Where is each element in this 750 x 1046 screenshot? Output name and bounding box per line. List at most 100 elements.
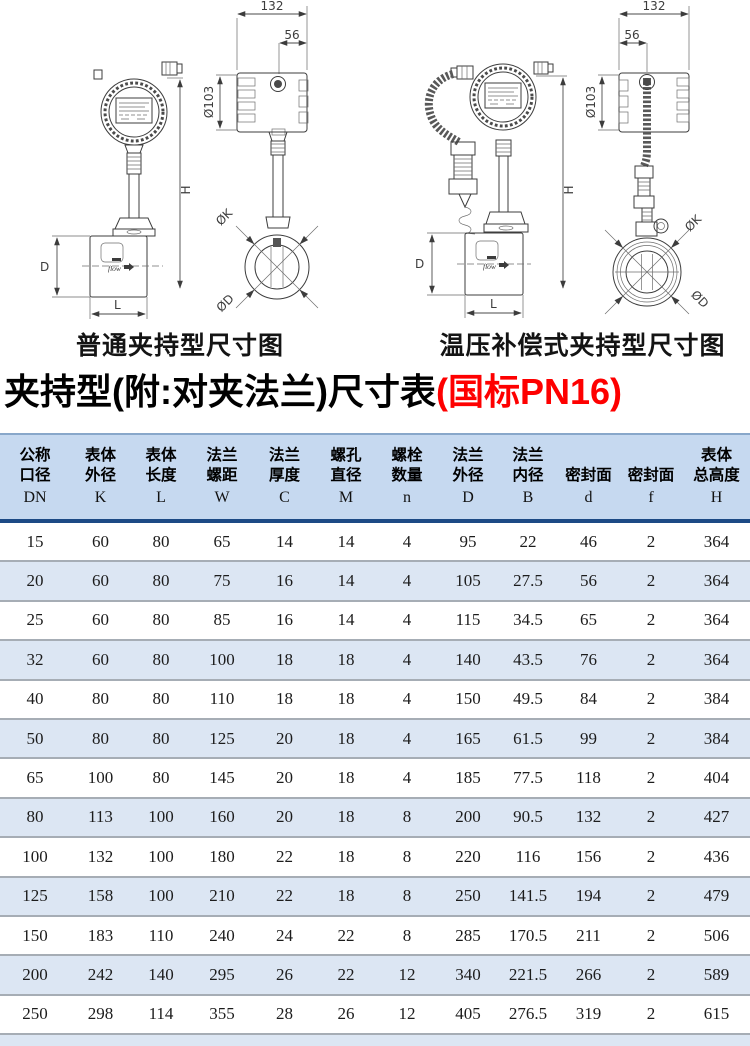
table-cell: 100 [0,836,70,877]
table-row: 25 60 80 85 16 14 4 115 34.5 65 2 364 [0,599,750,641]
table-cell: 32 [0,639,70,680]
table-cell: 65 [0,757,70,798]
flowmeter-side-view-compensated: 132 56 Ø103 [584,0,711,315]
table-cell: 100 [131,836,191,877]
table-cell: 22 [316,954,376,995]
table-row: 150 183 110 240 24 22 8 285 170.5 211 2 506 [0,914,750,956]
flow-label: flow [108,264,121,273]
column-header: 法兰 内径 B [498,433,558,523]
table-cell: 285 [438,914,498,956]
table-cell: 4 [376,599,438,641]
dim-56: 56 [624,28,639,42]
wafer-end-view-compensated: ØK ØD [604,211,711,315]
table-cell: 80 [131,639,191,680]
table-cell: 4 [376,678,438,719]
table-cell: 319 [558,993,619,1035]
probe-spring [458,206,472,235]
table-cell: 141.5 [498,875,558,916]
table-cell: 2 [619,560,683,601]
table-cell: 80 [131,717,191,759]
table-cell: 132 [558,796,619,838]
table-cell: 80 [70,678,131,719]
table-cell: 460 [438,1033,498,1046]
table-cell: 140 [438,639,498,680]
page-title: 夹持型(附:对夹法兰)尺寸表(国标PN16) [4,363,622,415]
dim-L: L [490,297,497,311]
dim-D: D [415,257,424,271]
ordinary-clamp-diagram: flow D L H 132 56 [40,0,319,319]
table-cell: 4 [402,531,412,551]
table-cell: 60 [70,599,131,641]
table-cell: 99 [558,717,619,759]
table-cell: 340 [438,954,498,995]
table-cell: 18 [316,639,376,680]
table-cell: 364 [683,639,750,680]
table-cell: 165 [438,717,498,759]
table-cell: 80 [70,717,131,759]
table-cell: 26 [316,993,376,1035]
table-cell: 84 [558,678,619,719]
right-diagram-caption: 温压补偿式夹持型尺寸图 [439,332,726,360]
table-cell: 61.5 [498,717,558,759]
table-cell: 364 [683,599,750,641]
dimension-table: 公称 口径 DN 表体 外径 K 表体 长度 L 法兰 螺距 W 法兰 厚度 C 螺孔 直径 M 螺栓 数量 n 法兰 外径… [0,433,750,1046]
table-cell: 2 [619,836,683,877]
column-header: 表体 长度 L [131,433,191,523]
table-cell: 16 [253,560,316,601]
table-cell: 2 [619,599,683,641]
table-cell: 276.5 [498,993,558,1035]
table-cell: 2 [619,1033,683,1046]
table-cell: 40 [0,678,70,719]
table-cell: 115 [438,599,498,641]
table-cell: 666 [683,1033,750,1046]
column-header: 表体 总高度 H [683,433,750,523]
table-cell: 221.5 [498,954,558,995]
table-cell: 145 [191,757,253,798]
table-row: 250 298 114 355 28 26 12 405 276.5 319 2 615 [0,993,750,1035]
table-row: 32 60 80 100 18 18 4 140 43.5 76 2 364 [0,639,750,680]
title-standard-highlight: (国标PN16) [435,371,622,412]
compensated-clamp-diagram: flow D L H 132 56 [415,0,711,318]
table-cell: 150 [0,914,70,956]
table-cell: 20 [253,717,316,759]
table-cell: 25 [0,599,70,641]
table-cell: 80 [152,531,170,551]
dim-flange-outer: ØK [213,205,236,228]
table-cell: 18 [316,836,376,877]
table-cell: 118 [558,757,619,798]
table-cell: 60 [92,531,109,551]
table-cell: 4 [376,560,438,601]
table-cell: 60 [70,560,131,601]
table-cell: 140 [131,954,191,995]
wafer-end-view: ØK ØD [213,205,319,315]
table-cell: 300 [0,1033,70,1046]
table-cell: 2 [619,717,683,759]
table-cell: 18 [253,639,316,680]
table-cell: 116 [498,836,558,877]
table-cell: 14 [316,599,376,641]
table-cell: 34.5 [498,599,558,641]
table-cell: 350 [70,1033,131,1046]
dim-D: D [40,260,49,274]
table-cell: 156 [558,836,619,877]
table-cell: 615 [683,993,750,1035]
table-cell: 22 [253,875,316,916]
table-cell: 8 [376,914,438,956]
table-cell: 8 [376,836,438,877]
table-cell: 298 [70,993,131,1035]
table-cell: 158 [70,875,131,916]
table-cell: 4 [376,639,438,680]
temperature-probe-hose-side [640,78,651,168]
table-cell: 26 [316,1033,376,1046]
threaded-neck [126,152,142,175]
table-cell: 18 [316,875,376,916]
table-cell: 364 [683,560,750,601]
table-cell: 384 [683,678,750,719]
table-cell: 28 [253,993,316,1035]
table-cell: 2 [646,531,656,551]
table-cell: 327.5 [498,1033,558,1046]
table-cell: 12 [376,993,438,1035]
dim-bore: ØD [688,288,711,311]
table-cell: 125 [191,717,253,759]
